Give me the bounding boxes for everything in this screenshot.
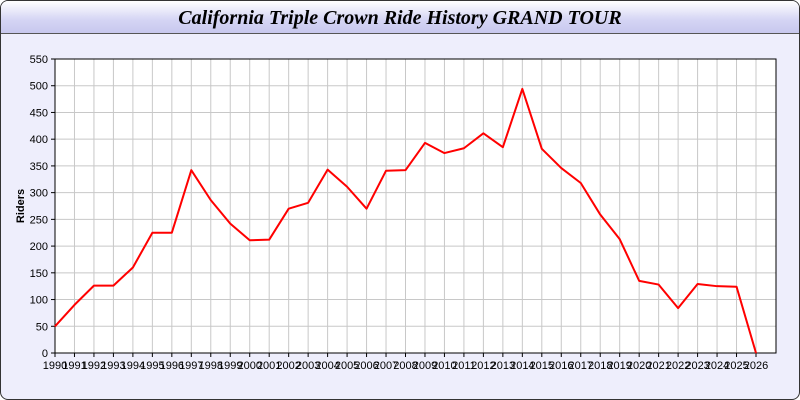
x-tick-label: 2023 [685,360,709,372]
y-tick-label: 200 [30,241,48,253]
data-point [716,285,718,287]
data-point [658,284,660,286]
x-tick-label: 2019 [607,360,631,372]
y-tick-label: 500 [30,81,48,93]
data-point [249,239,251,241]
data-point [424,142,426,144]
x-tick-label: 2013 [491,360,515,372]
x-tick-label: 2009 [413,360,437,372]
data-point [736,286,738,288]
x-tick-label: 2010 [432,360,456,372]
plot-border [54,58,777,354]
y-tick-label: 400 [30,134,48,146]
data-point [288,208,290,210]
data-point [54,325,56,327]
x-tick-label: 1996 [160,360,184,372]
x-tick-label: 2006 [354,360,378,372]
data-point [307,202,309,204]
x-tick-label: 1997 [179,360,203,372]
x-tick-label: 2005 [335,360,359,372]
x-tick-label: 1998 [199,360,223,372]
data-point [638,280,640,282]
data-point [229,223,231,225]
title-bar: California Triple Crown Ride History GRA… [1,1,799,34]
chart-title: California Triple Crown Ride History GRA… [178,7,622,29]
x-tick-label: 2015 [530,360,554,372]
x-tick-label: 1992 [82,360,106,372]
y-tick-label: 150 [30,268,48,280]
x-tick-label: 2012 [471,360,495,372]
data-point [443,152,445,154]
data-point [112,285,114,287]
y-axis-label: Riders [15,189,27,223]
data-point [366,208,368,210]
data-point [560,167,562,169]
y-tick-label: 300 [30,188,48,200]
data-point [619,238,621,240]
plot-area [55,59,776,353]
x-tick-label: 2008 [393,360,417,372]
x-tick-label: 2007 [374,360,398,372]
x-tick-label: 2011 [452,360,476,372]
data-point [385,170,387,172]
data-point [346,186,348,188]
data-point [405,169,406,171]
x-tick-label: 1993 [101,360,125,372]
data-point [580,182,582,184]
data-point [755,352,757,354]
data-point [502,146,504,148]
data-point [171,232,173,234]
x-tick-label: 2025 [724,360,748,372]
y-tick-label: 100 [30,295,48,307]
x-tick-label: 2026 [744,360,768,372]
x-tick-label: 1990 [43,360,67,372]
data-point [327,169,329,171]
y-tick-label: 350 [30,161,48,173]
data-point [677,307,679,309]
x-tick-label: 2022 [666,360,690,372]
x-tick-label: 2016 [549,360,573,372]
data-point [697,283,699,285]
x-tick-label: 2014 [510,360,534,372]
data-point [210,199,212,201]
data-point [541,148,543,150]
data-point [268,239,270,241]
y-tick-label: 450 [30,107,48,119]
x-tick-label: 2021 [646,360,670,372]
y-tick-label: 0 [42,348,48,360]
x-tick-label: 1995 [140,360,164,372]
x-tick-label: 1999 [218,360,242,372]
x-tick-label: 2018 [588,360,612,372]
x-tick-label: 2020 [627,360,651,372]
x-tick-label: 2024 [705,360,729,372]
data-point [132,266,134,268]
data-point [151,232,153,234]
data-point [190,169,192,171]
x-tick-label: 1991 [62,360,86,372]
x-tick-label: 2001 [257,360,281,372]
x-tick-label: 2002 [276,360,300,372]
x-tick-label: 2003 [296,360,320,372]
x-tick-label: 2017 [569,360,593,372]
data-point [463,147,465,149]
x-tick-label: 1994 [121,360,145,372]
data-point [73,304,75,306]
data-point [521,88,523,90]
x-tick-label: 2000 [237,360,261,372]
x-tick-label: 2004 [315,360,339,372]
y-tick-label: 50 [36,321,48,333]
data-point [599,214,601,216]
y-tick-label: 550 [30,54,48,66]
y-tick-label: 250 [30,214,48,226]
data-point [93,285,95,287]
data-point [482,132,484,134]
